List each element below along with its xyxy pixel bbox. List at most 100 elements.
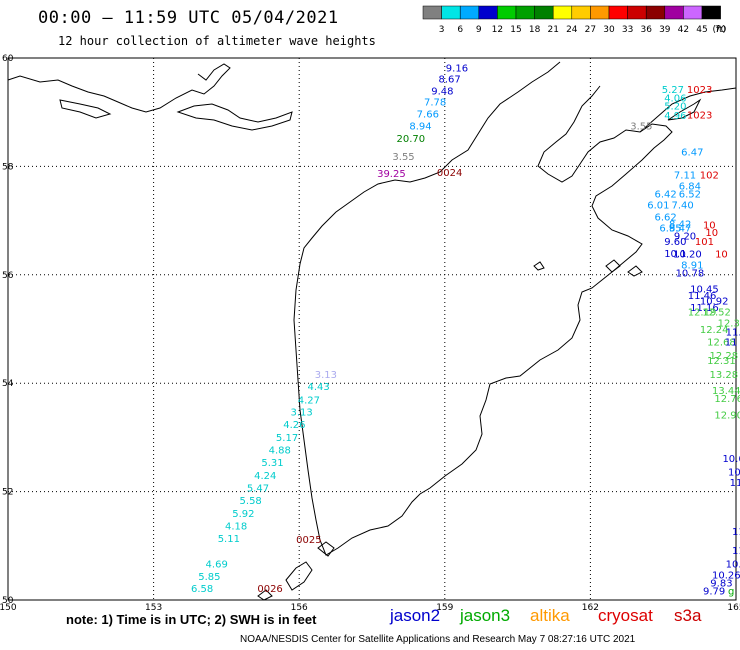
wave-height-value: 1023	[687, 85, 712, 96]
wave-height-value: 9.20	[674, 232, 696, 243]
wave-height-value: 12.28	[710, 351, 739, 362]
kuril-island-shumshu	[317, 541, 335, 557]
lat-tick-label: 52	[2, 488, 13, 498]
wave-height-value: 7.78	[424, 98, 446, 109]
colorbar-label: 45	[696, 25, 707, 35]
map-subtitle: 12 hour collection of altimeter wave hei…	[58, 34, 376, 48]
wave-height-value: 39.25	[377, 169, 406, 180]
wave-height-value: 5.11	[218, 534, 240, 545]
wave-height-value: 12.68	[707, 337, 736, 348]
wave-height-value: 8.94	[409, 122, 431, 133]
wave-height-value: 5.31	[261, 458, 283, 469]
wave-height-value: 7.66	[417, 110, 439, 121]
wave-height-value: 5.47	[247, 484, 269, 495]
wave-height-value: 11.46	[688, 291, 717, 302]
credit-line: NOAA/NESDIS Center for Satellite Applica…	[240, 634, 636, 645]
colorbar-label: 6	[457, 25, 463, 35]
koni-peninsula	[176, 103, 293, 131]
wave-height-value: 9.79	[703, 587, 725, 598]
axis-labels: 150 153 156 159 162 165 60 58 56 54 52 50	[0, 54, 740, 613]
wave-height-value: 10	[703, 221, 716, 232]
colorbar-label: 21	[547, 25, 558, 35]
commander-island-3	[627, 265, 643, 277]
wave-height-value: 13.44	[712, 386, 740, 397]
map-note: note: 1) Time is in UTC; 2) SWH is in fe…	[66, 612, 317, 627]
satellite-legend-jason3: jason3	[460, 606, 511, 625]
wave-height-value: 8.91	[681, 260, 703, 271]
wave-height-value: 10.92	[700, 297, 729, 308]
wave-height-value: 5.85	[198, 572, 220, 583]
commander-island-1	[605, 259, 621, 273]
wave-height-value: 20.70	[397, 134, 426, 145]
wave-height-value: 6.84	[679, 182, 701, 193]
wave-height-value: 11	[725, 337, 738, 348]
wave-height-value: 10.45	[690, 285, 719, 296]
wave-height-value: 4.96	[664, 111, 686, 122]
wave-height-value: 6.01	[647, 201, 669, 212]
wave-height-value: 12.76	[714, 394, 740, 405]
wave-height-value: 101	[695, 237, 714, 248]
wave-height-value: 9.60	[664, 237, 686, 248]
colorbar-label: 42	[678, 25, 689, 35]
lat-tick-label: 58	[2, 162, 14, 172]
wave-height-value: 9.16	[446, 64, 468, 75]
colorbar-label: 39	[659, 25, 671, 35]
wave-height-value: 10	[705, 228, 718, 239]
satellite-legend-cryosat: cryosat	[598, 606, 653, 625]
wave-height-value: 4.88	[269, 446, 291, 457]
colorbar-label: 33	[622, 25, 633, 35]
kuril-island-small	[257, 589, 273, 601]
wave-height-value: 3.13	[290, 408, 312, 419]
colorbar-label: 9	[476, 25, 482, 35]
wave-height-value: 10.1	[664, 249, 686, 260]
wave-height-value: 4.43	[307, 382, 329, 393]
wave-height-value: 11.16	[690, 303, 719, 314]
colorbar-unit: (ft)	[712, 25, 726, 35]
wave-height-value: 0026	[257, 584, 282, 595]
kamchatka-coastline	[293, 61, 673, 556]
wave-height-value: 10.	[726, 559, 740, 570]
wave-height-value: 4.18	[225, 522, 247, 533]
wave-height-value: 9.83	[710, 578, 732, 589]
wave-height-value: 0025	[296, 535, 321, 546]
wave-height-value: 11	[732, 527, 740, 538]
wave-height-value: 6.58	[191, 584, 213, 595]
wave-height-value: 10.	[728, 467, 740, 478]
satellite-legend-jason2: jason2	[390, 606, 441, 625]
wave-height-value: 12.31	[707, 356, 736, 367]
wave-height-value: 12.19	[688, 307, 717, 318]
wave-height-value: g	[728, 587, 734, 598]
wave-height-value: 8.47	[669, 223, 691, 234]
lat-tick-label: 56	[2, 271, 14, 281]
wave-height-value: 3.13	[315, 370, 337, 381]
wave-height-value: 3.55	[392, 152, 414, 163]
wave-height-value: 6.47	[681, 148, 703, 159]
wave-height-value: 9.48	[431, 86, 453, 97]
wave-height-value: 102	[700, 170, 719, 181]
wave-height-value: 12.3	[718, 318, 740, 329]
wave-height-value: 0024	[437, 168, 462, 179]
lon-tick-label: 159	[436, 603, 453, 613]
wave-height-value: 7.11	[674, 170, 696, 181]
karaginsky-island	[667, 98, 702, 121]
wave-height-value: 11	[732, 546, 740, 557]
wave-height-value: 3.55	[630, 122, 652, 133]
wave-height-value: 6.95	[659, 223, 681, 234]
map-frame	[7, 57, 737, 601]
wave-height-value: 4.69	[206, 559, 228, 570]
wave-height-value: 10.78	[676, 268, 705, 279]
wave-height-value: 10.26	[712, 570, 740, 581]
lat-tick-label: 54	[2, 379, 14, 389]
okhotsk-coast-inlet	[59, 99, 112, 119]
lon-tick-label: 153	[145, 603, 162, 613]
lon-tick-label: 162	[582, 603, 599, 613]
wave-height-value: 12.24	[700, 325, 729, 336]
wave-height-colorbar: 3 6 9 12 15 18 21 24 27 30 33 36 39 42 45 70(ft)	[422, 5, 727, 35]
wave-height-value: 5.58	[240, 496, 262, 507]
wave-height-value: 8.67	[439, 74, 461, 85]
colorbar-label: 15	[510, 25, 521, 35]
colorbar-label: 18	[529, 25, 541, 35]
colorbar-label: 36	[640, 25, 652, 35]
lon-tick-label: 165	[727, 603, 740, 613]
